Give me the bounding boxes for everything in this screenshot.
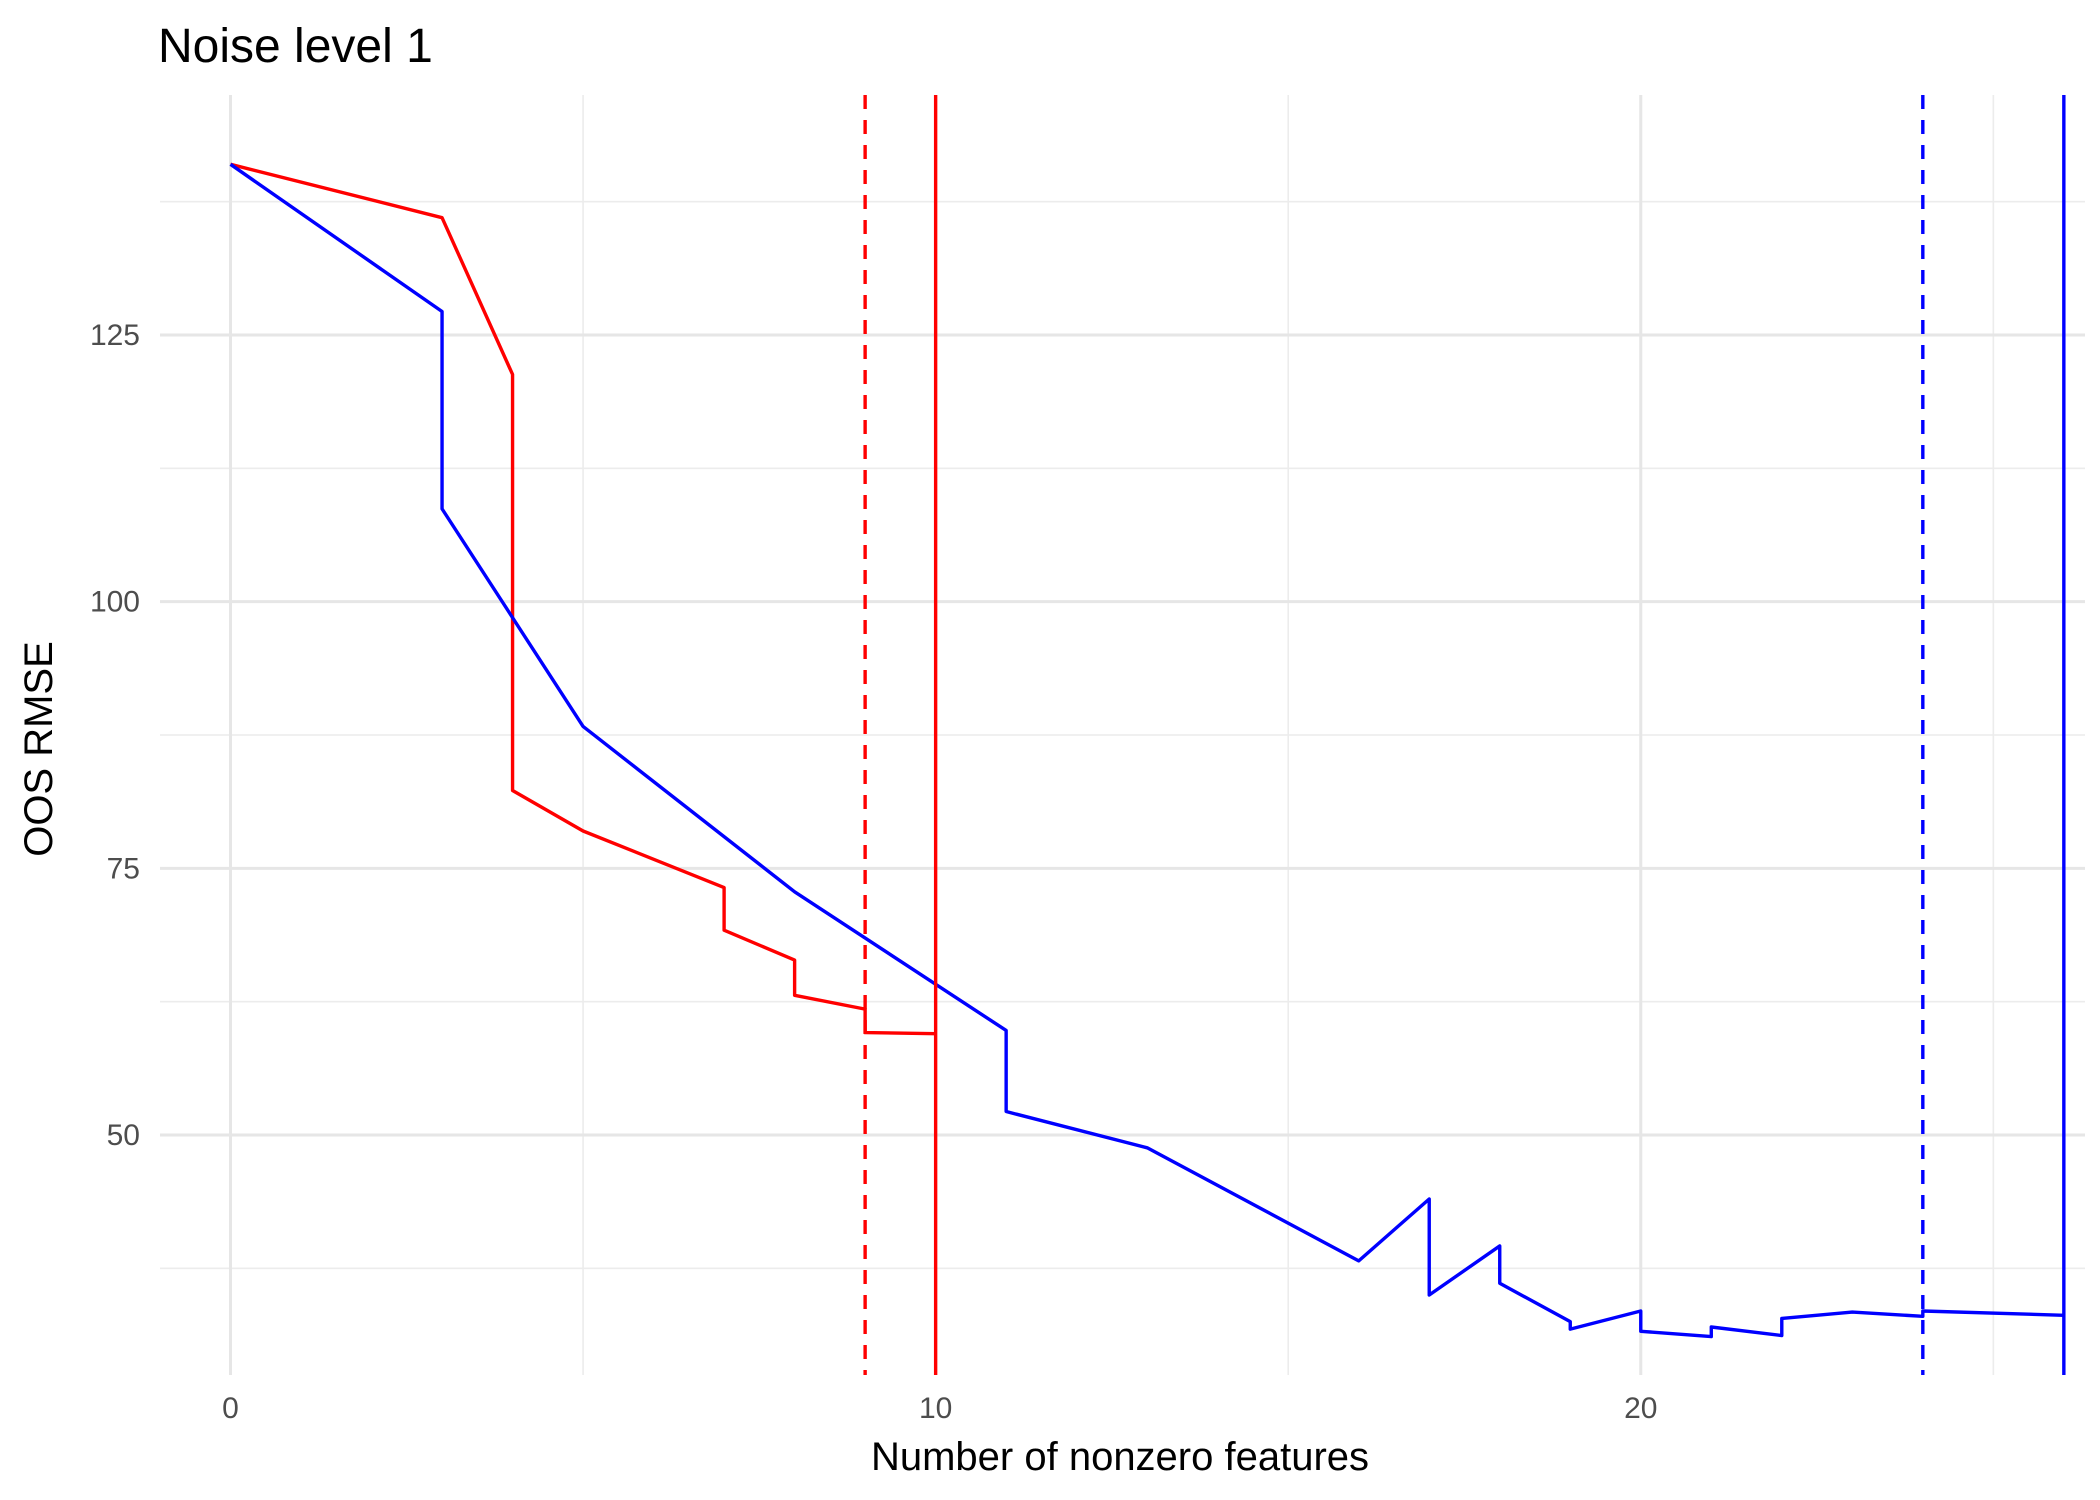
y-tick-label: 100: [90, 586, 140, 619]
series-line-1: [230, 162, 936, 1036]
y-tick-label: 75: [107, 852, 140, 885]
chart-title: Noise level 1: [158, 20, 433, 73]
vline-layer: [863, 95, 2066, 1375]
series-line-2: [229, 162, 2064, 1339]
x-tick-label: 20: [1624, 1392, 1657, 1425]
y-tick-labels: 50 75 100 125: [90, 319, 140, 1152]
x-tick-label: 0: [222, 1392, 239, 1425]
series-layer: [229, 162, 2064, 1339]
x-axis-title: Number of nonzero features: [871, 1435, 1369, 1479]
minor-grid: [160, 95, 2085, 1375]
x-tick-labels: 0 10 20: [222, 1392, 1657, 1425]
y-axis-title: OOS RMSE: [17, 641, 61, 857]
y-tick-label: 50: [107, 1119, 140, 1152]
x-tick-label: 10: [919, 1392, 952, 1425]
y-tick-label: 125: [90, 319, 140, 352]
